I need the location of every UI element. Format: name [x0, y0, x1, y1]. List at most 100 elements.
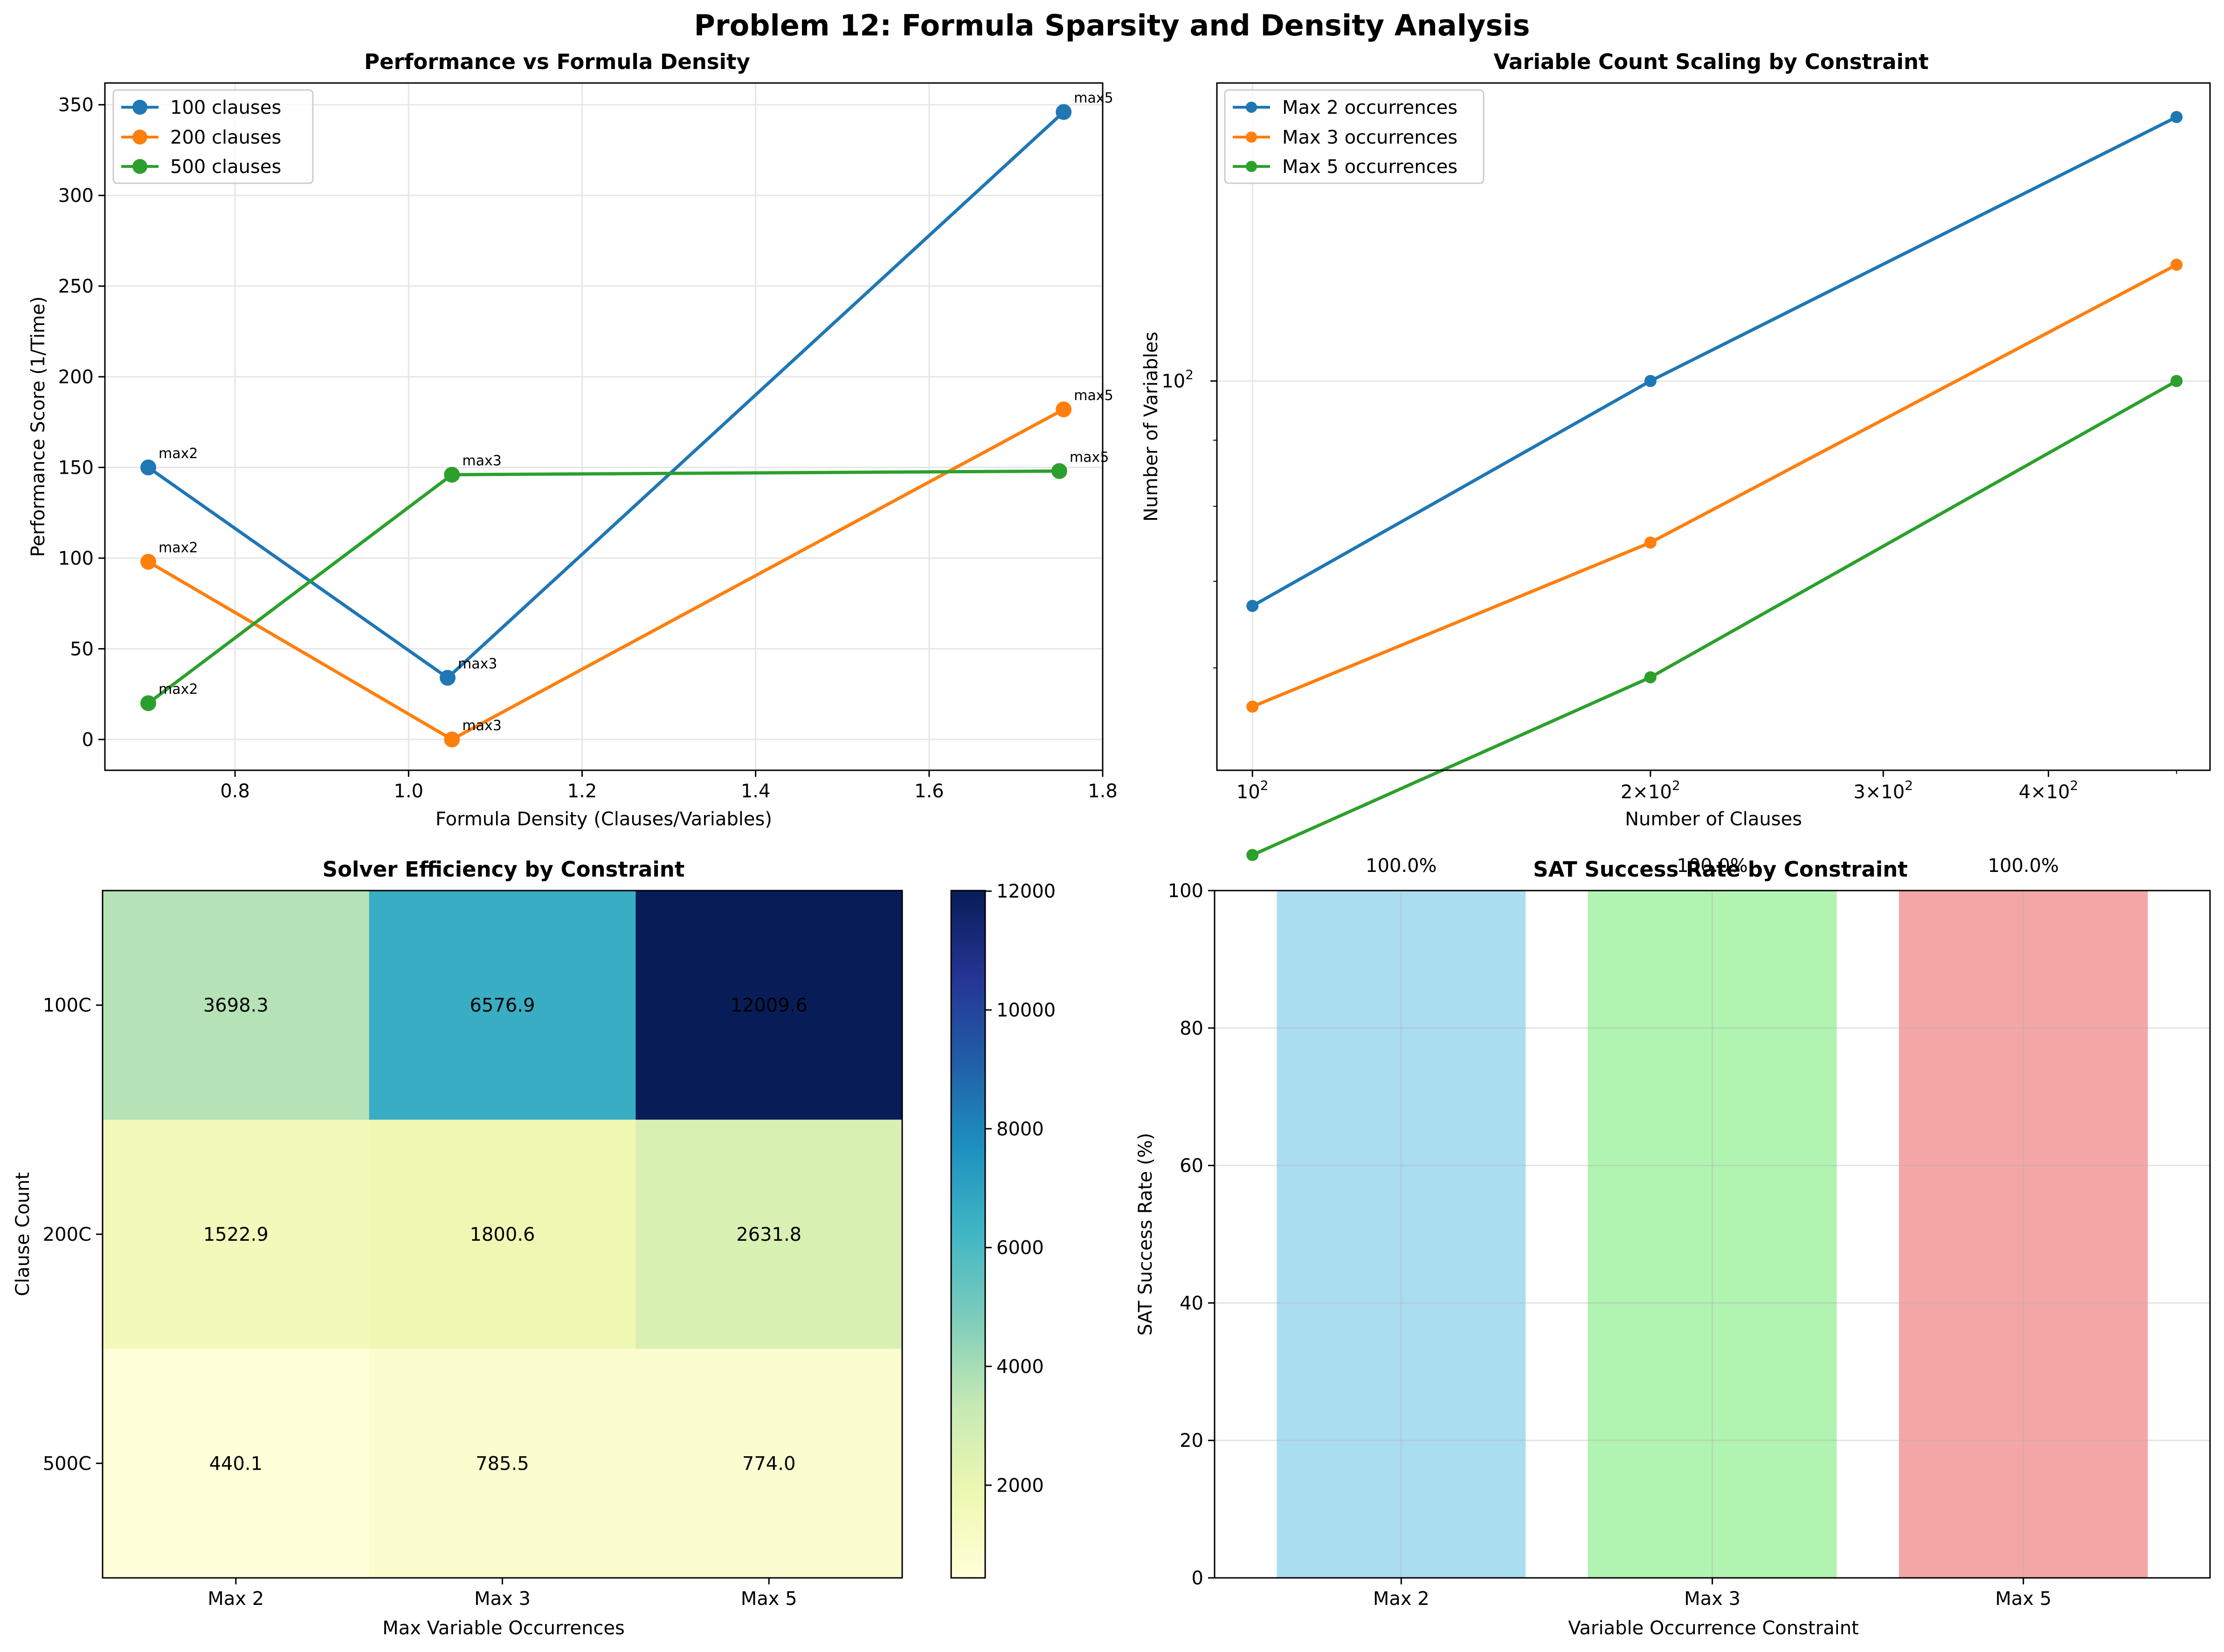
panel1-ytick-label: 350 — [58, 95, 94, 116]
panel2-point — [2170, 375, 2183, 387]
panel3-xtick-label: Max 2 — [207, 1588, 264, 1610]
panel3-cell — [369, 1120, 636, 1349]
panel1-point-label: max5 — [1074, 90, 1113, 106]
panel1-point — [1056, 401, 1072, 418]
panel3-frame — [102, 890, 903, 1579]
panel1-point-label: max3 — [462, 453, 501, 469]
panel2-legend-label-max5: Max 5 occurrences — [1282, 156, 1457, 178]
panel2-legend-label-max2: Max 2 occurrences — [1282, 97, 1457, 118]
panel1-point — [1051, 463, 1067, 479]
panel4-bar — [1588, 891, 1837, 1578]
panel3-ytick-label: 200C — [43, 1224, 91, 1245]
panel4-bar — [1277, 891, 1526, 1578]
panel3-xtick-label: Max 3 — [474, 1588, 531, 1610]
panel3-colorbar — [950, 890, 986, 1579]
panel4-xtick-label: Max 5 — [1995, 1588, 2051, 1610]
panel3-cell — [103, 891, 370, 1120]
panel2-point — [2170, 111, 2183, 124]
panel4-bar-label: 100.0% — [1988, 855, 2059, 877]
panel2-legend-marker-max2 — [1246, 102, 1257, 113]
panel3-cell — [635, 891, 903, 1120]
panel1-ytick-label: 0 — [82, 729, 94, 751]
panel2-frame — [1216, 82, 2211, 771]
panel4-ticks: Max 2 Max 3 Max 5 0 20 40 60 80 100 — [1168, 880, 2051, 1610]
panel3-cell-label: 1800.6 — [470, 1224, 535, 1245]
panel1-ytick-label: 300 — [58, 185, 94, 207]
panel4-frame — [1214, 890, 2211, 1579]
panel1-title: Performance vs Formula Density — [364, 49, 750, 74]
panel3-cell-label: 785.5 — [476, 1453, 529, 1474]
panel1-point — [444, 467, 460, 483]
panel3-cell-label: 440.1 — [209, 1453, 263, 1474]
panel-solver-efficiency: Solver Efficiency by Constraint 3698.3 65… — [12, 857, 1056, 1639]
panel1-xtick-label: 1.0 — [394, 781, 423, 802]
panel1-point-label: max3 — [462, 718, 501, 734]
panel3-cell — [635, 1348, 903, 1578]
panel3-title: Solver Efficiency by Constraint — [323, 857, 685, 882]
panel1-ytick-label: 200 — [58, 366, 94, 388]
panel1-ticks: 0.8 1.0 1.2 1.4 1.6 1.8 0 50 100 150 200 250 300 350 — [58, 95, 1118, 802]
panel1-legend-label-200: 200 clauses — [170, 127, 281, 148]
panel2-legend-marker-max3 — [1246, 131, 1257, 143]
panel1-xlabel: Formula Density (Clauses/Variables) — [435, 809, 772, 830]
panel2-xlabel: Number of Clauses — [1625, 809, 1802, 830]
panel3-cell — [103, 1120, 370, 1349]
panel3-ytick-label: 100C — [43, 995, 91, 1016]
panel3-cell-label: 12009.6 — [730, 995, 807, 1016]
panel3-xtick-label: Max 5 — [741, 1588, 797, 1610]
panel2-xtick-label: 4×102 — [2019, 778, 2079, 803]
panel3-cell-label: 2631.8 — [736, 1224, 801, 1245]
panel1-legend-label-500: 500 clauses — [170, 156, 281, 178]
panel4-bar-label: 100.0% — [1366, 855, 1437, 877]
panel3-colorbar-label: 2000 — [996, 1475, 1044, 1496]
panel-sat-success: SAT Success Rate by Constraint 100.0% 100… — [1135, 855, 2211, 1639]
panel1-point — [140, 459, 157, 476]
panel4-ytick-label: 80 — [1180, 1018, 1203, 1039]
panel1-xtick-label: 1.4 — [741, 781, 771, 802]
panel4-ylabel: SAT Success Rate (%) — [1135, 1133, 1156, 1336]
panel1-point-label: max3 — [458, 656, 497, 672]
panel4-xtick-label: Max 3 — [1684, 1588, 1741, 1610]
panel2-xtick-label: 2×102 — [1621, 778, 1680, 803]
panel4-ytick-label: 60 — [1180, 1155, 1203, 1177]
panel1-xtick-label: 1.6 — [914, 781, 944, 802]
panel2-point — [1246, 849, 1259, 861]
panel2-legend-box — [1224, 89, 1485, 184]
panel3-cells: 3698.3 6576.9 12009.6 1522.9 1800.6 2631.8 440… — [103, 891, 903, 1578]
panel3-cell-label: 774.0 — [742, 1453, 796, 1474]
panel2-point — [1644, 536, 1657, 549]
panel4-ytick-label: 0 — [1192, 1568, 1203, 1589]
panel4-ytick-label: 20 — [1180, 1430, 1203, 1452]
panel3-cell — [369, 891, 636, 1120]
panel3-colorbar-label: 4000 — [996, 1356, 1044, 1377]
panel1-point-label: max2 — [159, 681, 198, 698]
panel1-ylabel: Performance Score (1/Time) — [28, 297, 49, 557]
panel1-point-label: max2 — [159, 540, 198, 556]
panel3-cell-label: 1522.9 — [203, 1224, 269, 1245]
panel2-series — [1246, 111, 2183, 861]
panel4-bar-label: 100.0% — [1677, 855, 1748, 877]
panel1-legend-marker-200 — [132, 130, 147, 145]
panel1-frame — [104, 82, 1104, 771]
panel2-title: Variable Count Scaling by Constraint — [1494, 49, 1929, 74]
panel3-colorbar-ticks: 2000 4000 6000 8000 10000 12000 — [985, 881, 1056, 1496]
panel-performance-vs-density: Performance vs Formula Density max2 max3 m… — [28, 49, 1118, 830]
panel1-point-label: max2 — [159, 446, 198, 462]
panel1-legend-marker-100 — [132, 100, 147, 115]
panel4-bar — [1899, 891, 2148, 1578]
panel3-ylabel: Clause Count — [12, 1172, 34, 1296]
panel4-ytick-label: 40 — [1180, 1293, 1203, 1314]
panel1-point — [140, 695, 157, 712]
panel2-point — [1246, 700, 1259, 713]
panel-variable-scaling: Variable Count Scaling by Constraint 102… — [1140, 49, 2211, 861]
panel3-colorbar-label: 12000 — [996, 881, 1056, 902]
panel3-cell-label: 6576.9 — [470, 995, 535, 1016]
panel1-point — [1056, 104, 1072, 120]
panel3-colorbar-label: 6000 — [996, 1237, 1044, 1259]
panel4-title: SAT Success Rate by Constraint — [1533, 857, 1907, 882]
panel3-colorbar-label: 8000 — [996, 1119, 1044, 1140]
panel4-xlabel: Variable Occurrence Constraint — [1568, 1617, 1858, 1639]
panel4-xtick-label: Max 2 — [1373, 1588, 1430, 1610]
